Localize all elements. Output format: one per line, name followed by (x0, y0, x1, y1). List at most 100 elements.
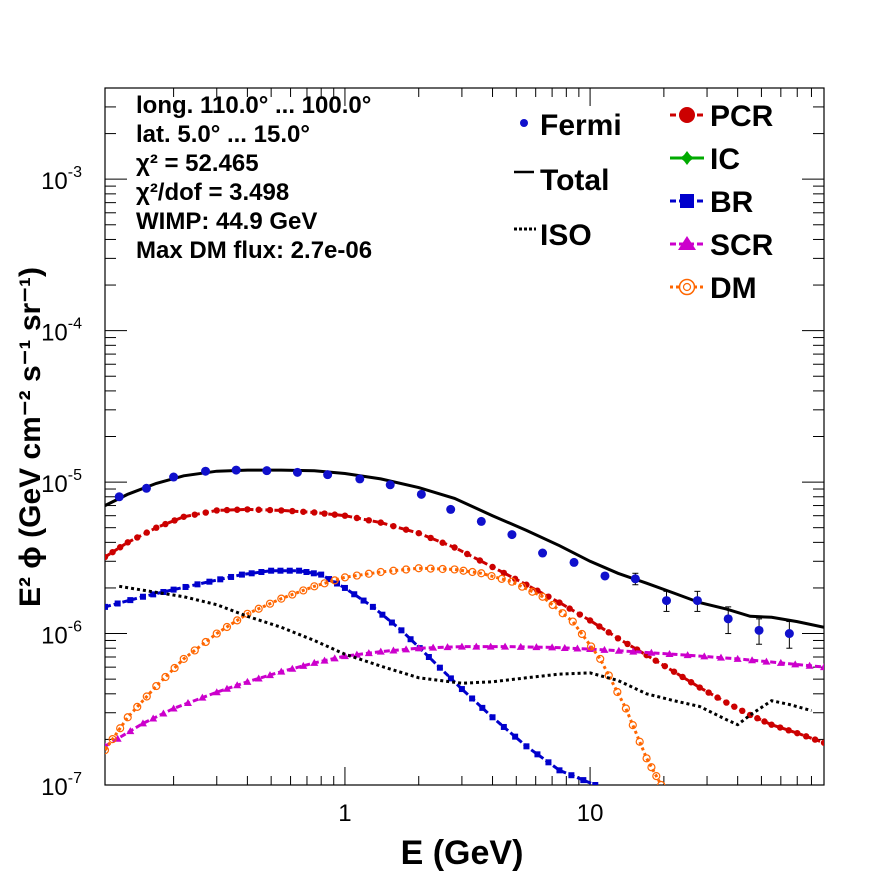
marker-scr (647, 648, 656, 656)
legend-br-marker (680, 194, 694, 208)
marker-dm (577, 629, 587, 639)
series-line-total (105, 468, 824, 629)
marker-pcr (353, 514, 361, 522)
fermi-point (141, 483, 151, 493)
marker-pcr (670, 668, 678, 675)
y-axis-label: E² ϕ (GeV cm⁻² s⁻¹ sr⁻¹) (14, 267, 47, 607)
marker-pcr (576, 611, 584, 618)
marker-dm (364, 569, 373, 578)
marker-br (523, 743, 530, 750)
marker-pcr (134, 534, 141, 541)
marker-scr (573, 644, 582, 652)
legend-dm-marker-inner (682, 282, 692, 292)
marker-pcr (705, 689, 712, 696)
marker-scr (233, 681, 242, 689)
marker-dm (487, 571, 496, 581)
marker-pcr (289, 507, 296, 515)
marker-scr (560, 643, 569, 651)
marker-dm (507, 577, 517, 586)
marker-dm (628, 721, 637, 730)
marker-scr (389, 646, 398, 654)
marker-scr (629, 647, 638, 655)
info-line: Max DM flux: 2.7e-06 (136, 237, 372, 264)
marker-scr (600, 645, 609, 653)
marker-pcr (785, 727, 792, 734)
legend-label-br: BR (710, 186, 754, 219)
marker-pcr (402, 526, 410, 533)
marker-dm (459, 566, 468, 575)
fermi-point (784, 629, 794, 639)
marker-pcr (180, 513, 187, 520)
legend-pcr-marker (679, 107, 695, 123)
marker-pcr (687, 679, 695, 686)
marker-pcr (377, 519, 384, 526)
marker-scr (288, 664, 297, 672)
marker-dm (657, 780, 666, 785)
marker-dm (558, 609, 567, 618)
marker-br (238, 571, 245, 578)
marker-pcr (464, 550, 471, 558)
fermi-point (630, 574, 640, 584)
marker-pcr (266, 506, 274, 514)
marker-scr (376, 647, 385, 655)
marker-pcr (476, 557, 484, 564)
marker-scr (414, 644, 423, 652)
marker-pcr (143, 529, 150, 536)
info-line: long. 110.0° ... 100.0° (136, 92, 371, 119)
marker-dm (170, 663, 179, 673)
marker-br (500, 723, 507, 730)
fermi-point (323, 470, 333, 480)
marker-dm (288, 590, 297, 599)
marker-scr (548, 643, 557, 651)
marker-dm (450, 565, 459, 574)
marker-scr (183, 699, 192, 707)
marker-dm (518, 582, 527, 591)
marker-br (150, 591, 157, 598)
fermi-point (507, 530, 517, 540)
marker-dm (401, 565, 411, 574)
marker-pcr (500, 569, 508, 577)
legend-dm-marker (678, 278, 696, 296)
marker-pcr (223, 506, 231, 514)
x-axis-label: E (GeV) (401, 834, 524, 872)
legend-label-dm: DM (710, 272, 757, 305)
marker-br (351, 591, 358, 598)
series-line-iso (118, 584, 812, 727)
marker-br (228, 573, 235, 580)
marker-scr (716, 653, 725, 661)
marker-br (360, 597, 367, 604)
marker-scr (402, 645, 411, 653)
marker-dm (528, 587, 537, 596)
legend-ic-marker (680, 151, 694, 165)
y-tick-label: 10-4 (41, 316, 82, 347)
marker-scr (364, 649, 373, 657)
marker-scr (352, 650, 361, 658)
marker-scr (748, 656, 757, 664)
marker-pcr (566, 605, 573, 612)
marker-br (296, 567, 303, 574)
marker-scr (443, 643, 452, 651)
marker-dm (116, 724, 125, 733)
marker-scr (198, 693, 207, 701)
fermi-point (538, 548, 548, 558)
x-tick-label: 10 (577, 800, 604, 827)
fermi-point (355, 474, 365, 484)
marker-scr (243, 677, 252, 685)
legend-label-scr: SCR (710, 229, 774, 262)
y-tick-label: 10-3 (41, 164, 82, 195)
marker-dm (108, 735, 117, 744)
fermi-point (201, 466, 211, 476)
marker-dm (265, 599, 275, 608)
y-axis-label-group: E² ϕ (GeV cm⁻² s⁻¹ sr⁻¹) (14, 267, 47, 607)
marker-br (369, 603, 376, 610)
marker-dm (310, 582, 319, 591)
marker-scr (126, 727, 135, 735)
fermi-point (600, 571, 610, 581)
marker-br (326, 576, 333, 583)
marker-scr (254, 674, 263, 682)
marker-pcr (321, 510, 328, 517)
marker-dm (179, 654, 188, 664)
marker-pcr (811, 736, 819, 743)
legend-scr-marker (678, 236, 696, 250)
marker-scr (149, 714, 158, 722)
